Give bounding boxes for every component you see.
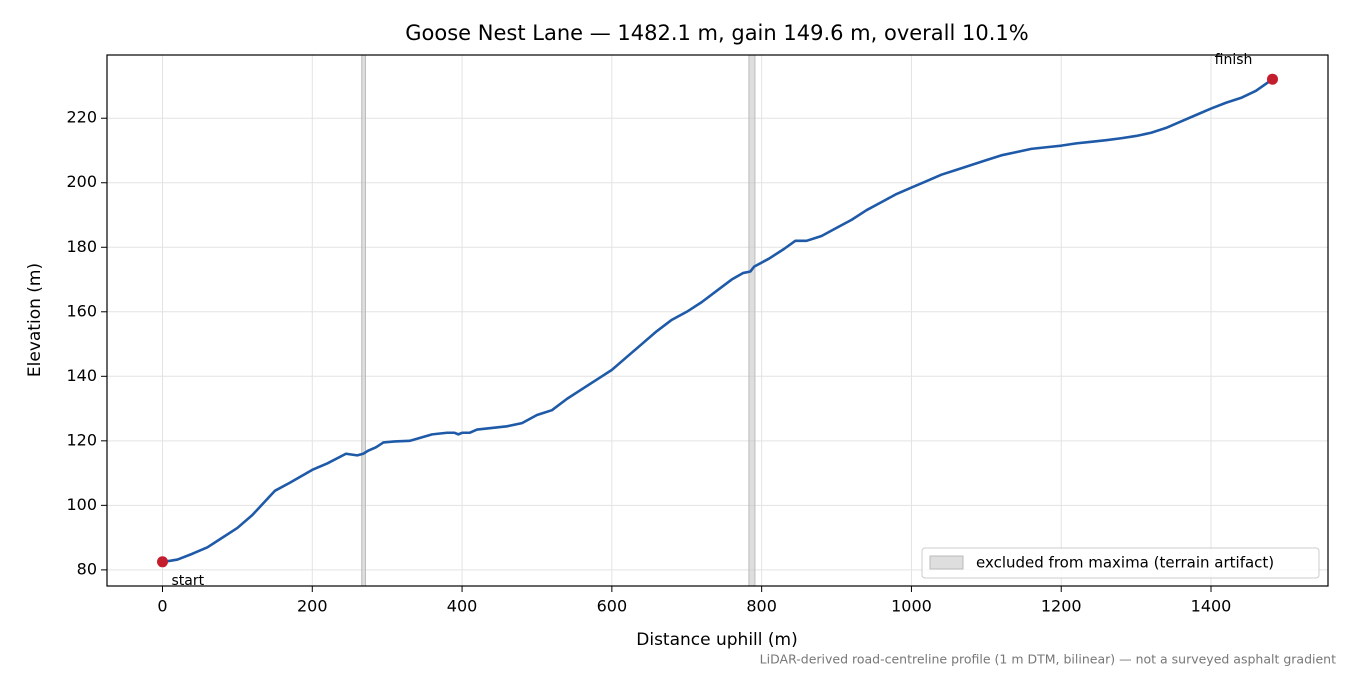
y-tick-label: 120 bbox=[66, 430, 97, 449]
legend-label: excluded from maxima (terrain artifact) bbox=[976, 554, 1274, 572]
x-axis-label: Distance uphill (m) bbox=[636, 630, 797, 650]
footnote: LiDAR-derived road-centreline profile (1… bbox=[760, 652, 1336, 667]
y-tick-label: 100 bbox=[66, 495, 97, 514]
x-tick-label: 0 bbox=[157, 597, 167, 616]
excluded-band bbox=[748, 54, 756, 587]
excluded-band bbox=[361, 54, 366, 587]
x-tick-label: 1400 bbox=[1191, 597, 1232, 616]
endpoint-marker bbox=[1267, 73, 1279, 85]
y-tick-label: 80 bbox=[77, 559, 97, 578]
x-tick-label: 1200 bbox=[1041, 597, 1082, 616]
x-tick-label: 400 bbox=[447, 597, 478, 616]
endpoint-label: finish bbox=[1215, 52, 1253, 68]
legend-swatch bbox=[929, 555, 964, 570]
y-tick-label: 220 bbox=[66, 108, 97, 127]
endpoint-marker bbox=[156, 556, 168, 568]
y-tick-label: 180 bbox=[66, 237, 97, 256]
chart-title: Goose Nest Lane — 1482.1 m, gain 149.6 m… bbox=[405, 21, 1028, 45]
x-tick-label: 200 bbox=[297, 597, 328, 616]
y-tick-label: 140 bbox=[66, 366, 97, 385]
endpoint-label: start bbox=[171, 573, 204, 589]
y-tick-label: 200 bbox=[66, 172, 97, 191]
elevation-line bbox=[162, 78, 1274, 564]
y-axis-label: Elevation (m) bbox=[25, 263, 45, 377]
y-tick-label: 160 bbox=[66, 301, 97, 320]
legend-box bbox=[921, 547, 1320, 579]
x-tick-label: 600 bbox=[597, 597, 628, 616]
x-tick-label: 1000 bbox=[891, 597, 932, 616]
plot-frame bbox=[106, 54, 1329, 587]
x-tick-label: 800 bbox=[746, 597, 777, 616]
